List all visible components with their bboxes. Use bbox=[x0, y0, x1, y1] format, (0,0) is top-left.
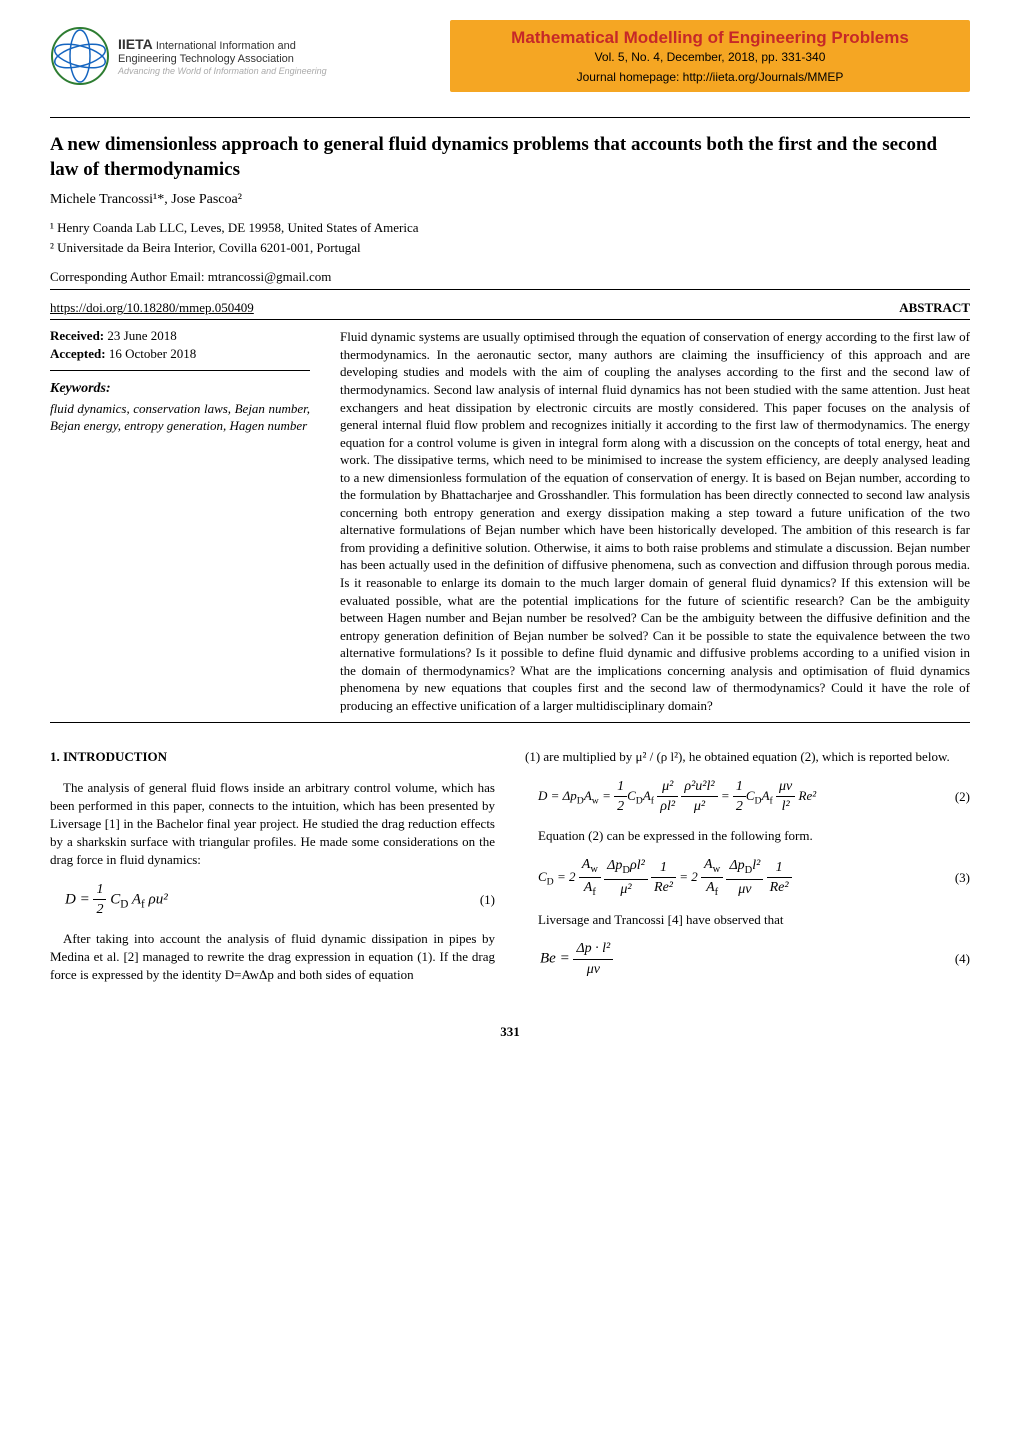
dates-block: Received: 23 June 2018 Accepted: 16 Octo… bbox=[50, 328, 310, 371]
intro-p4: Equation (2) can be expressed in the fol… bbox=[525, 827, 970, 845]
header-bar: IIETA International Information and Engi… bbox=[50, 20, 970, 92]
equation-2-number: (2) bbox=[955, 788, 970, 806]
affiliation-2: ² Universitade da Beira Interior, Covill… bbox=[50, 238, 970, 258]
intro-p1: The analysis of general fluid flows insi… bbox=[50, 779, 495, 870]
keywords-label: Keywords: bbox=[50, 381, 310, 397]
accepted-line: Accepted: 16 October 2018 bbox=[50, 346, 310, 362]
logo-org2: Engineering Technology Association bbox=[118, 53, 294, 65]
body-column-left: 1. INTRODUCTION The analysis of general … bbox=[50, 748, 495, 994]
equation-3-number: (3) bbox=[955, 869, 970, 887]
left-meta-column: Received: 23 June 2018 Accepted: 16 Octo… bbox=[50, 328, 310, 714]
keywords-text: fluid dynamics, conservation laws, Bejan… bbox=[50, 401, 310, 435]
accepted-date: 16 October 2018 bbox=[109, 346, 196, 361]
equation-1-row: D = 12 CD Af ρu² (1) bbox=[50, 880, 495, 920]
abstract-text: Fluid dynamic systems are usually optimi… bbox=[340, 328, 970, 714]
received-date: 23 June 2018 bbox=[107, 328, 176, 343]
meta-abstract-grid: Received: 23 June 2018 Accepted: 16 Octo… bbox=[50, 328, 970, 714]
logo-text-block: IIETA International Information and Engi… bbox=[118, 36, 327, 76]
doi-link[interactable]: https://doi.org/10.18280/mmep.050409 bbox=[50, 300, 254, 316]
affiliation-1: ¹ Henry Coanda Lab LLC, Leves, DE 19958,… bbox=[50, 218, 970, 238]
divider-top bbox=[50, 117, 970, 118]
corresponding-author: Corresponding Author Email: mtrancossi@g… bbox=[50, 269, 970, 290]
page-number: 331 bbox=[50, 1024, 970, 1040]
equation-4: Be = Δp · l²μν bbox=[525, 939, 955, 979]
logo-org1: International Information and bbox=[156, 40, 296, 52]
intro-p5: Liversage and Trancossi [4] have observe… bbox=[525, 911, 970, 929]
journal-issue: Vol. 5, No. 4, December, 2018, pp. 331-3… bbox=[470, 50, 950, 64]
journal-banner: Mathematical Modelling of Engineering Pr… bbox=[450, 20, 970, 92]
accepted-label: Accepted: bbox=[50, 346, 106, 361]
equation-4-number: (4) bbox=[955, 950, 970, 968]
affiliations: ¹ Henry Coanda Lab LLC, Leves, DE 19958,… bbox=[50, 218, 970, 257]
journal-title: Mathematical Modelling of Engineering Pr… bbox=[470, 28, 950, 48]
equation-3: CD = 2 AwAf ΔpDρl²μ² 1Re² = 2 AwAf ΔpDl²… bbox=[525, 855, 955, 901]
equation-2-row: D = ΔpDAw = 12CDAf μ²ρl² ρ²u²l²μ² = 12CD… bbox=[525, 777, 970, 817]
body-column-right: (1) are multiplied by μ² / (ρ l²), he ob… bbox=[525, 748, 970, 994]
received-line: Received: 23 June 2018 bbox=[50, 328, 310, 344]
section-1-heading: 1. INTRODUCTION bbox=[50, 748, 495, 766]
intro-p2: After taking into account the analysis o… bbox=[50, 930, 495, 985]
iieta-logo-icon bbox=[50, 26, 110, 86]
received-label: Received: bbox=[50, 328, 104, 343]
equation-3-row: CD = 2 AwAf ΔpDρl²μ² 1Re² = 2 AwAf ΔpDl²… bbox=[525, 855, 970, 901]
logo-brand-text: IIETA bbox=[118, 36, 153, 52]
equation-1: D = 12 CD Af ρu² bbox=[50, 880, 480, 920]
logo-brand: IIETA International Information and Engi… bbox=[118, 36, 327, 66]
abstract-bottom-rule bbox=[50, 722, 970, 723]
journal-homepage: Journal homepage: http://iieta.org/Journ… bbox=[470, 70, 950, 84]
intro-p3: (1) are multiplied by μ² / (ρ l²), he ob… bbox=[525, 748, 970, 766]
equation-2: D = ΔpDAw = 12CDAf μ²ρl² ρ²u²l²μ² = 12CD… bbox=[525, 777, 955, 817]
abstract-label: ABSTRACT bbox=[899, 300, 970, 316]
body-columns: 1. INTRODUCTION The analysis of general … bbox=[50, 748, 970, 994]
equation-4-row: Be = Δp · l²μν (4) bbox=[525, 939, 970, 979]
authors: Michele Trancossi¹*, Jose Pascoa² bbox=[50, 192, 970, 208]
equation-1-number: (1) bbox=[480, 891, 495, 909]
logo-tagline: Advancing the World of Information and E… bbox=[118, 66, 327, 76]
paper-title: A new dimensionless approach to general … bbox=[50, 133, 970, 182]
logo-block: IIETA International Information and Engi… bbox=[50, 26, 327, 86]
doi-abstract-row: https://doi.org/10.18280/mmep.050409 ABS… bbox=[50, 300, 970, 320]
